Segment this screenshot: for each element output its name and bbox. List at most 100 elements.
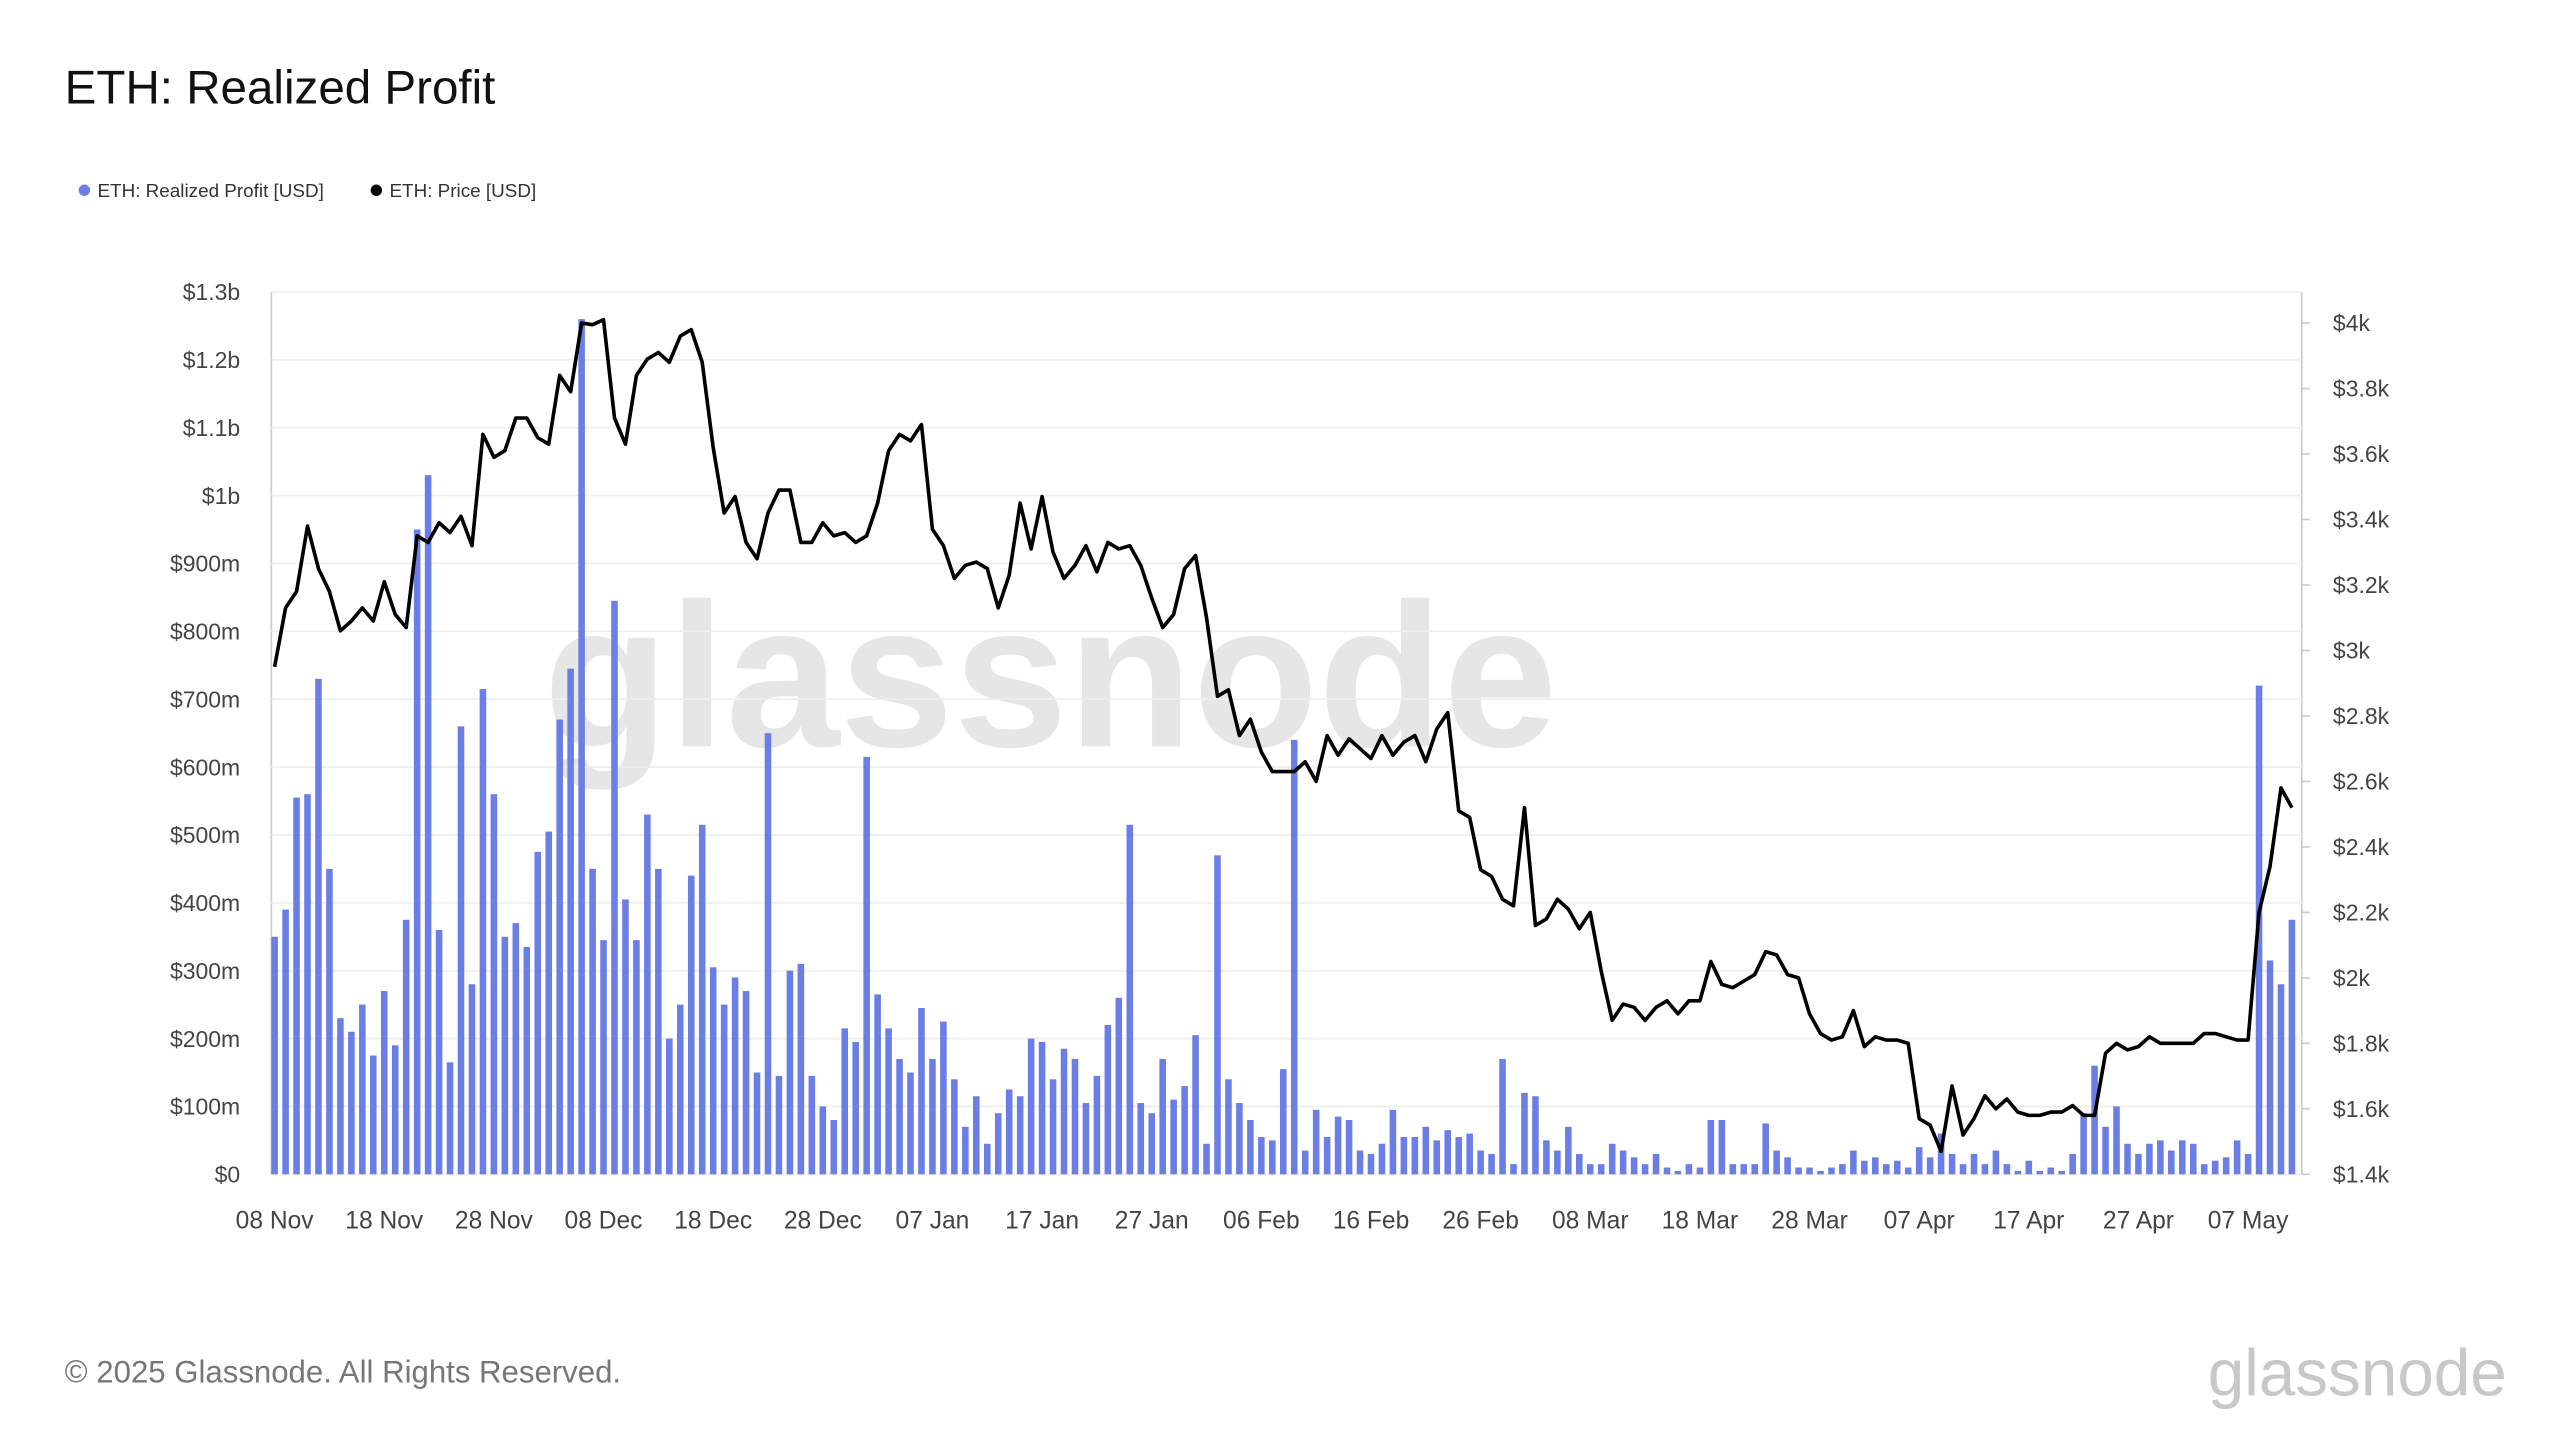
bar [1817, 1170, 1824, 1175]
y-tick-label: $300m [170, 958, 240, 984]
bar [435, 929, 443, 1175]
bar [2014, 1170, 2022, 1175]
bar [1334, 1116, 1342, 1175]
bar [589, 868, 596, 1175]
bar [2200, 1164, 2208, 1175]
bar [687, 875, 695, 1175]
x-tick-label: 07 Jan [896, 1207, 970, 1234]
x-tick-label: 08 Nov [236, 1207, 315, 1234]
bar [1751, 1164, 1758, 1175]
y-tick-label: $1.1b [183, 415, 240, 441]
x-tick-label: 18 Nov [345, 1207, 424, 1234]
bar [1806, 1167, 1813, 1175]
bar [2179, 1140, 2186, 1175]
bar [1203, 1143, 1210, 1175]
bar [2168, 1150, 2175, 1175]
y-tick-label: $1.2b [183, 347, 240, 373]
bar [1839, 1164, 1846, 1175]
y2-tick-label: $2k [2333, 965, 2371, 991]
bar [1159, 1058, 1166, 1175]
bar [1137, 1103, 1145, 1175]
bar [1674, 1170, 1682, 1175]
bar [1970, 1153, 1978, 1175]
bar [2003, 1164, 2011, 1175]
bar [742, 991, 750, 1175]
x-tick-label: 16 Feb [1333, 1207, 1410, 1234]
bar [994, 1113, 1002, 1175]
bar [1367, 1153, 1375, 1175]
bar [1915, 1147, 1923, 1175]
bar [1696, 1167, 1704, 1175]
bar [1608, 1143, 1616, 1175]
bar [304, 794, 311, 1175]
bar [808, 1075, 816, 1175]
bar [326, 868, 333, 1175]
bar [1554, 1150, 1561, 1175]
bar [2288, 919, 2296, 1175]
bar [1937, 1133, 1945, 1175]
bar [720, 1004, 728, 1175]
bar [1192, 1035, 1199, 1175]
y2-tick-label: $2.2k [2333, 900, 2390, 926]
bar [1115, 997, 1123, 1175]
bar [337, 1018, 344, 1175]
bar [2266, 960, 2274, 1175]
bar [885, 1028, 892, 1175]
bar [797, 963, 805, 1175]
y-tick-label: $900m [170, 551, 240, 577]
y2-tick-label: $3.4k [2333, 507, 2390, 533]
y2-tick-label: $1.8k [2333, 1031, 2390, 1057]
bar [1214, 855, 1221, 1175]
bar [2146, 1143, 2153, 1175]
logo: glassnode [2208, 1337, 2507, 1410]
bar [918, 1008, 925, 1175]
bar [775, 1075, 783, 1175]
bar [1400, 1136, 1408, 1175]
bar [633, 940, 640, 1175]
bar [2091, 1065, 2098, 1175]
bar [1148, 1113, 1155, 1175]
bar [2124, 1143, 2131, 1175]
bar [1444, 1130, 1452, 1175]
y2-tick-label: $3.6k [2333, 441, 2390, 467]
bar [1729, 1164, 1737, 1175]
bar [874, 994, 881, 1175]
bar [1389, 1109, 1397, 1175]
y-tick-label: $1.3b [183, 279, 240, 305]
bar [863, 756, 870, 1175]
bar [983, 1143, 991, 1175]
bar [1828, 1167, 1835, 1175]
bar [1707, 1120, 1715, 1175]
bar [315, 678, 322, 1175]
bar [1718, 1120, 1726, 1175]
y2-tick-label: $4k [2333, 310, 2371, 336]
bar [622, 899, 629, 1175]
bar [786, 970, 794, 1175]
bar [1093, 1075, 1101, 1175]
bar [1060, 1048, 1068, 1175]
bar [271, 936, 278, 1175]
bar [1455, 1136, 1462, 1175]
bar [1510, 1164, 1517, 1175]
y2-tick-label: $2.8k [2333, 703, 2390, 729]
bar [545, 831, 552, 1175]
bar [709, 967, 717, 1175]
bar [962, 1126, 969, 1175]
bar [841, 1028, 849, 1175]
bar [1378, 1143, 1386, 1175]
y-tick-label: $600m [170, 754, 240, 780]
bar [534, 851, 542, 1175]
bar [567, 668, 574, 1175]
bar [1893, 1160, 1901, 1175]
bar [1269, 1140, 1276, 1175]
bar [1082, 1103, 1090, 1175]
bar [1247, 1120, 1254, 1175]
bar [2233, 1140, 2241, 1175]
bar [1981, 1164, 1989, 1175]
bar [1356, 1150, 1364, 1175]
bar [413, 529, 421, 1175]
bar [600, 940, 607, 1175]
bar [1576, 1153, 1583, 1175]
bar [2244, 1153, 2252, 1175]
bar [1619, 1150, 1627, 1175]
